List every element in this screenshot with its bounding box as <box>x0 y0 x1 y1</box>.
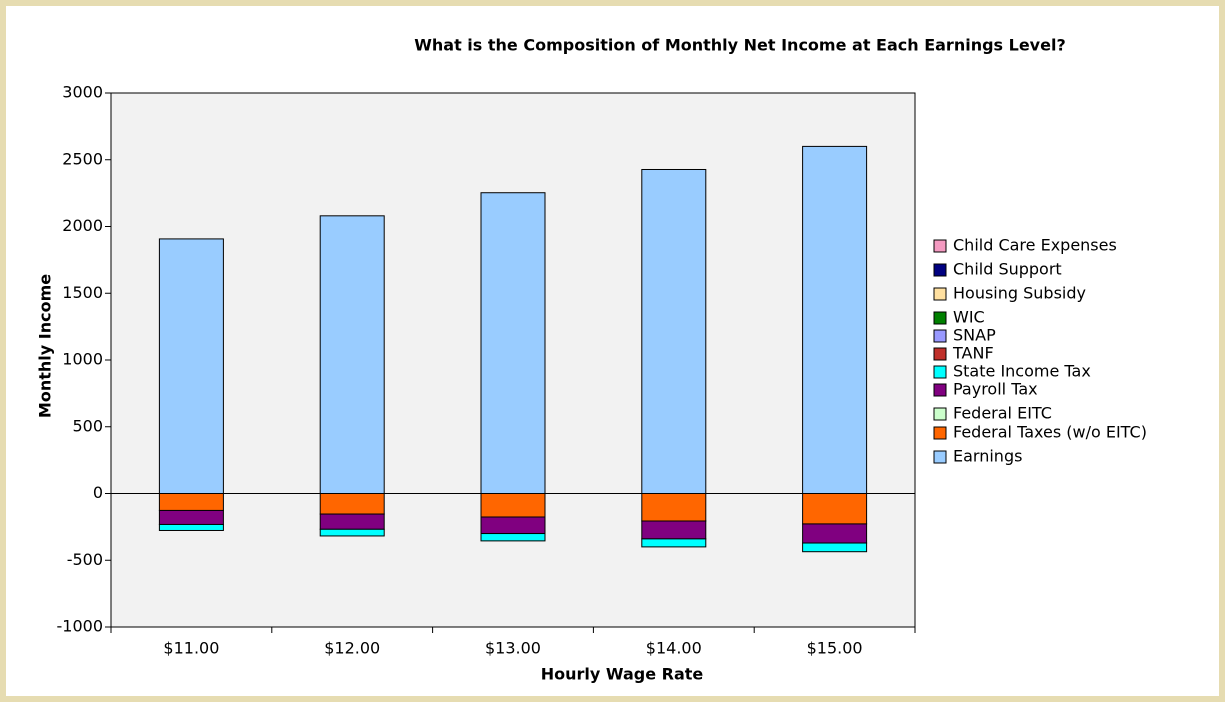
legend-swatch <box>933 347 947 361</box>
legend-label: Housing Subsidy <box>953 284 1086 303</box>
bar-segment <box>158 509 224 525</box>
bar-segment <box>319 513 385 530</box>
legend-swatch <box>933 329 947 343</box>
y-axis-label: Monthly Income <box>36 274 55 418</box>
y-tick-label: 2500 <box>62 149 103 168</box>
panel: What is the Composition of Monthly Net I… <box>6 6 1219 696</box>
chart-title: What is the Composition of Monthly Net I… <box>414 36 1065 55</box>
legend-swatch <box>933 450 947 464</box>
bar-segment <box>641 520 707 540</box>
legend-label: State Income Tax <box>953 362 1091 381</box>
bar-segment <box>480 533 546 542</box>
x-tick-label: $12.00 <box>324 639 380 658</box>
legend-label: Federal EITC <box>953 404 1052 423</box>
bar-segment <box>158 523 224 531</box>
bar-segment <box>158 238 224 494</box>
x-tick-label: $11.00 <box>163 639 219 658</box>
chart: What is the Composition of Monthly Net I… <box>36 36 1147 684</box>
bar-segment <box>158 493 224 511</box>
y-tick-label: -500 <box>67 550 103 569</box>
bar-segment <box>802 542 868 553</box>
legend-label: Payroll Tax <box>953 380 1038 399</box>
bar-segment <box>480 192 546 495</box>
y-tick-label: 1500 <box>62 283 103 302</box>
legend-swatch <box>933 263 947 277</box>
bar-segment <box>802 523 868 544</box>
legend-swatch <box>933 407 947 421</box>
legend-label: Child Support <box>953 260 1062 279</box>
y-tick-label: 500 <box>72 416 103 435</box>
x-axis-label: Hourly Wage Rate <box>541 665 704 684</box>
y-tick-label: 2000 <box>62 216 103 235</box>
y-tick-label: 1000 <box>62 350 103 369</box>
y-tick-label: 0 <box>93 483 103 502</box>
bar-segment <box>480 516 546 535</box>
bar-segment <box>641 538 707 548</box>
legend-label: Earnings <box>953 447 1022 466</box>
x-tick-label: $14.00 <box>646 639 702 658</box>
legend-swatch <box>933 239 947 253</box>
legend-swatch <box>933 311 947 325</box>
bar-segment <box>319 493 385 515</box>
bar-segment <box>480 493 546 518</box>
legend-swatch <box>933 287 947 301</box>
legend-label: Child Care Expenses <box>953 236 1117 255</box>
x-tick-label: $15.00 <box>807 639 863 658</box>
legend-label: SNAP <box>953 326 996 345</box>
y-tick-label: -1000 <box>57 617 104 636</box>
bar-segment <box>641 493 707 522</box>
y-tick-label: 3000 <box>62 83 103 102</box>
bar-segment <box>802 145 868 494</box>
bar-segment <box>641 168 707 494</box>
legend-swatch <box>933 365 947 379</box>
bar-segment <box>319 215 385 494</box>
legend-label: WIC <box>953 308 985 327</box>
legend-swatch <box>933 426 947 440</box>
legend-label: Federal Taxes (w/o EITC) <box>953 423 1147 442</box>
bar-segment <box>319 528 385 537</box>
legend-label: TANF <box>952 344 994 363</box>
bar-segment <box>802 493 868 525</box>
x-tick-label: $13.00 <box>485 639 541 658</box>
legend-swatch <box>933 383 947 397</box>
